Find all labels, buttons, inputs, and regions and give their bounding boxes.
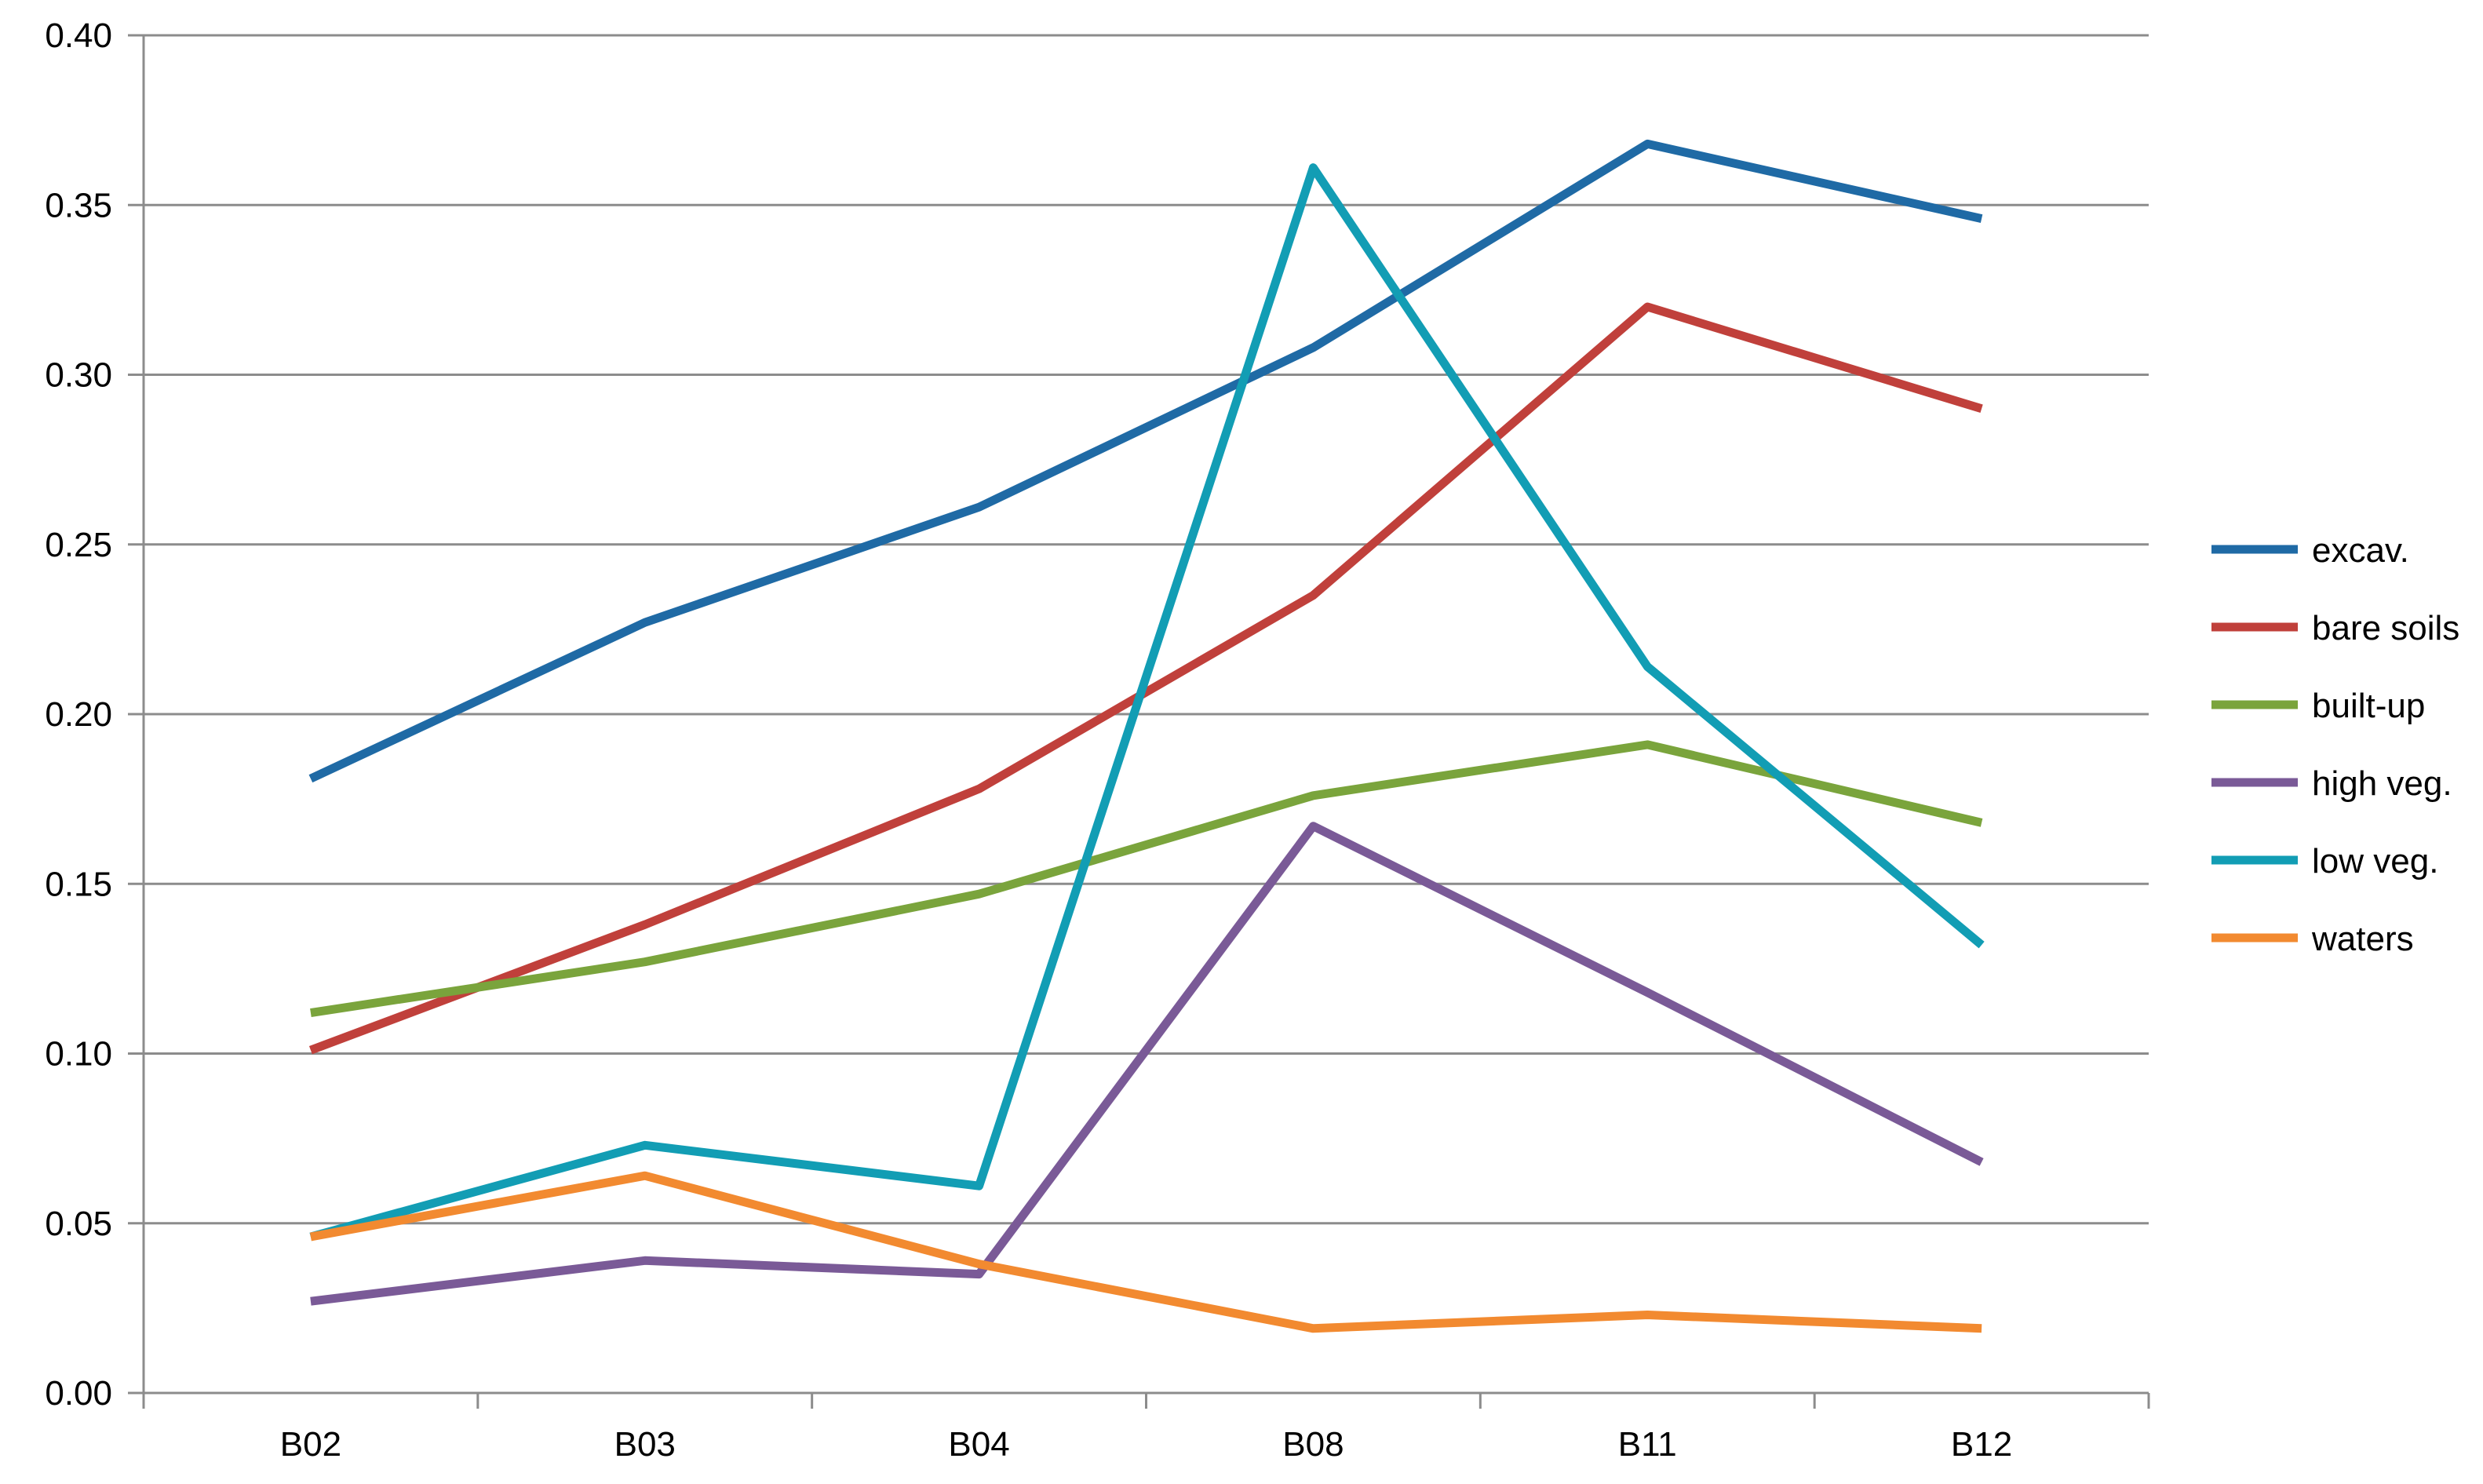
x-tick-label: B08 xyxy=(1282,1425,1344,1464)
x-tick-label: B12 xyxy=(1951,1425,2012,1464)
x-tick-label: B03 xyxy=(614,1425,676,1464)
legend-label: built-up xyxy=(2312,687,2425,725)
legend: excav. bare soils built-up high veg. low veg… xyxy=(2211,531,2459,958)
y-tick-label: 0.15 xyxy=(45,865,112,903)
y-tick-label: 0.00 xyxy=(45,1374,112,1413)
legend-label: waters xyxy=(2311,920,2414,958)
series-lines xyxy=(308,139,1985,1333)
y-tick-label: 0.10 xyxy=(45,1035,112,1074)
legend-label: high veg. xyxy=(2312,764,2452,803)
x-tick-label: B02 xyxy=(280,1425,341,1464)
y-tick-label: 0.25 xyxy=(45,526,112,564)
legend-label: excav. xyxy=(2312,531,2409,570)
y-tick-label: 0.20 xyxy=(45,695,112,734)
y-tick-label: 0.30 xyxy=(45,356,112,395)
grid-lines xyxy=(144,34,2149,1225)
x-tick-label: B04 xyxy=(948,1425,1009,1464)
series-line xyxy=(310,740,1983,1018)
legend-label: bare soils xyxy=(2312,609,2459,647)
series-line xyxy=(310,822,1984,1306)
series-line xyxy=(309,1171,1982,1333)
y-tick-label: 0.40 xyxy=(45,16,112,55)
axes: 0.00 0.05 0.10 0.15 0.20 0.25 0.30 0.35 0.40 B02 B… xyxy=(45,16,2150,1464)
legend-label: low veg. xyxy=(2312,842,2438,881)
y-tick-label: 0.05 xyxy=(45,1205,112,1243)
series-line xyxy=(308,302,1983,1055)
series-line xyxy=(308,139,1983,783)
x-tick-label: B11 xyxy=(1618,1425,1677,1464)
series-line xyxy=(309,163,1985,1242)
y-tick-label: 0.35 xyxy=(45,186,112,224)
